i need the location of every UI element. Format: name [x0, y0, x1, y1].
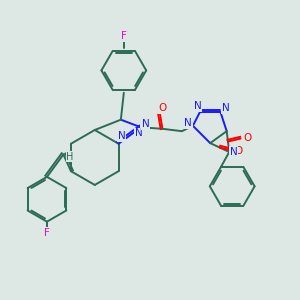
Text: N: N [222, 103, 230, 113]
Text: N: N [141, 119, 149, 129]
Text: N: N [118, 131, 125, 141]
Text: N: N [194, 101, 202, 111]
Text: N: N [135, 128, 142, 138]
Text: O: O [243, 133, 251, 143]
Text: H: H [66, 152, 74, 162]
Text: N: N [142, 119, 150, 129]
Text: O: O [158, 103, 166, 113]
Text: N: N [184, 118, 192, 128]
Text: F: F [44, 228, 50, 238]
Text: F: F [121, 31, 127, 41]
Text: N: N [230, 147, 237, 157]
Text: O: O [235, 146, 243, 156]
